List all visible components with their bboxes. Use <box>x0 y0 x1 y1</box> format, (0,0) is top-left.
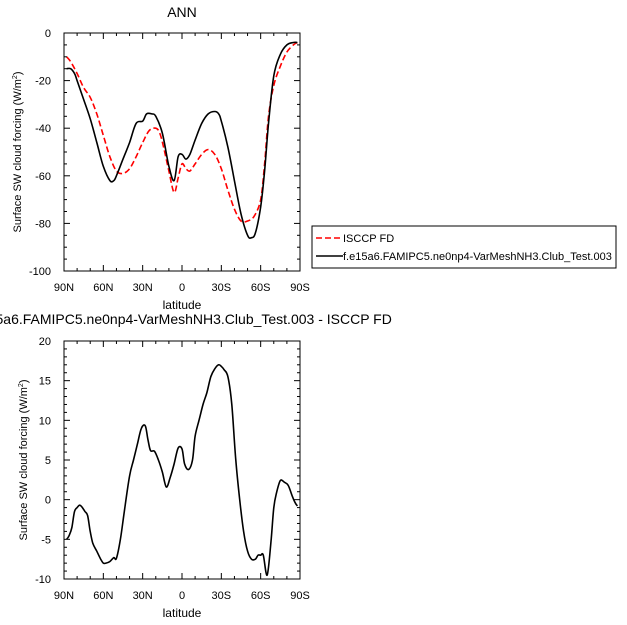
top-chart-y-tick-label: -60 <box>35 171 51 183</box>
bottom-chart-y-axis: 20 15 10 5 0 -5 -10 <box>35 336 300 586</box>
top-chart-x-tick-label: 30S <box>212 282 232 294</box>
bottom-chart-title: f.e15a6.FAMIPC5.ne0np4-VarMeshNH3.Club_T… <box>0 311 392 327</box>
top-chart-title: ANN <box>167 4 197 20</box>
bottom-chart: f.e15a6.FAMIPC5.ne0np4-VarMeshNH3.Club_T… <box>0 311 392 620</box>
top-chart-y-tick-label: 0 <box>45 28 51 40</box>
bottom-chart-y-tick-label: -5 <box>41 534 51 546</box>
top-chart-y-tick-label: -20 <box>35 76 51 88</box>
bottom-chart-y-tick-label: 5 <box>45 455 51 467</box>
top-chart-x-tick-label: 90N <box>54 282 74 294</box>
legend: ISCCP FD f.e15a6.FAMIPC5.ne0np4-VarMeshN… <box>311 225 617 269</box>
bottom-chart-x-tick-label: 60S <box>251 590 271 602</box>
top-chart-y-tick-label: -100 <box>29 266 51 278</box>
bottom-chart-y-tick-label: 20 <box>39 336 51 348</box>
top-chart-y-axis-label: Surface SW cloud forcing (W/m2) <box>12 71 24 232</box>
top-chart-y-tick-label: -40 <box>35 123 51 135</box>
legend-box <box>311 225 617 269</box>
top-chart-x-tick-label: 60N <box>93 282 113 294</box>
top-chart-x-axis: 90N 60N 30N 0 30S 60S 90S <box>54 33 310 294</box>
bottom-chart-x-tick-label: 30S <box>212 590 232 602</box>
top-chart-y-axis: 0 -20 -40 -60 -80 -100 <box>29 28 300 278</box>
bottom-chart-y-axis-label: Surface SW cloud forcing (W/m2) <box>18 379 30 540</box>
bottom-chart-x-tick-label: 30N <box>133 590 153 602</box>
bottom-chart-series-line-0 <box>65 363 299 576</box>
bottom-chart-x-tick-label: 90S <box>290 590 310 602</box>
top-chart-y-tick-label: -80 <box>35 218 51 230</box>
top-chart-x-tick-label: 30N <box>133 282 153 294</box>
top-chart-x-axis-label: latitude <box>163 298 202 312</box>
top-chart: ANN 90N 60N 30N 0 30S 60S 90S 0 -20 -40 -60 -80 -10… <box>12 4 310 312</box>
bottom-chart-y-tick-label: -10 <box>35 574 51 586</box>
bottom-chart-y-tick-label: 15 <box>39 376 51 388</box>
bottom-chart-x-tick-label: 0 <box>179 590 185 602</box>
bottom-chart-y-tick-label: 10 <box>39 415 51 427</box>
bottom-chart-x-tick-label: 90N <box>54 590 74 602</box>
bottom-chart-plot-frame <box>63 340 301 580</box>
bottom-chart-x-axis: 90N 60N 30N 0 30S 60S 90S <box>54 341 310 602</box>
legend-label-model: f.e15a6.FAMIPC5.ne0np4-VarMeshNH3.Club_T… <box>343 251 612 263</box>
top-chart-x-tick-label: 60S <box>251 282 271 294</box>
top-chart-x-tick-label: 0 <box>179 282 185 294</box>
legend-label-isccp: ISCCP FD <box>343 233 394 245</box>
bottom-chart-x-axis-label: latitude <box>163 606 202 620</box>
top-chart-series-line-1 <box>66 41 298 239</box>
top-chart-x-tick-label: 90S <box>290 282 310 294</box>
bottom-chart-x-tick-label: 60N <box>93 590 113 602</box>
bottom-chart-y-tick-label: 0 <box>45 495 51 507</box>
